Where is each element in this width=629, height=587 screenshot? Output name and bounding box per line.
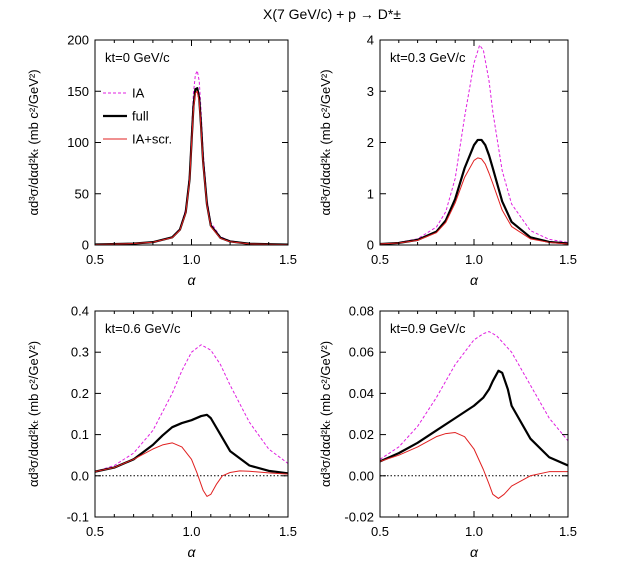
x-axis-title: α (470, 272, 479, 288)
panel-label: kt=0 GeV/c (105, 50, 170, 65)
y-tick-label: 0.1 (71, 427, 89, 442)
y-tick-label: 0.2 (71, 386, 89, 401)
x-tick-label: 1.0 (465, 524, 483, 539)
panel-2: 0.5 1.0 1.5 0 1 2 3 4 α αd³σ/dαd²kₜ (mb c²/GeV²) k… (318, 33, 577, 289)
x-tick-label: 0.5 (86, 524, 104, 539)
series-line-ia-scr (380, 432, 568, 499)
x-axis-title: α (188, 544, 197, 560)
y-tick-label: 0.4 (71, 304, 89, 319)
x-tick-label: 0.5 (371, 524, 389, 539)
series-line-full (380, 369, 568, 467)
x-tick-label: 0.5 (371, 252, 389, 267)
y-axis-title: αd³σ/dαd²kₜ (mb c²/GeV²) (26, 341, 41, 487)
series-line-ia-scr (95, 90, 288, 245)
series-line-ia (95, 344, 288, 473)
x-tick-label: 1.0 (465, 252, 483, 267)
panel-label: kt=0.6 GeV/c (105, 321, 181, 336)
panel-1: 0.5 1.0 1.5 0 50 100 150 200 α αd³σ/dαd²kₜ (mb c²… (26, 33, 297, 289)
x-tick-label: 0.5 (86, 252, 104, 267)
panel-label: kt=0.3 GeV/c (390, 50, 466, 65)
x-axis-title: α (188, 272, 197, 288)
y-tick-label: 0.08 (349, 304, 374, 319)
y-tick-label: 150 (67, 84, 89, 99)
legend: IA full IA+scr. (103, 86, 172, 147)
figure-title: X(7 GeV/c) + p → D*± (263, 6, 401, 22)
y-axis-title: αd³σ/dαd²kₜ (mb c²/GeV²) (318, 69, 333, 215)
series-line-ia (380, 44, 568, 245)
y-tick-label: 0.04 (349, 386, 374, 401)
series-line-full (380, 138, 568, 245)
x-tick-label: 1.0 (182, 524, 200, 539)
legend-label: full (132, 109, 149, 124)
y-tick-label: 0 (367, 238, 374, 253)
panel-label: kt=0.9 GeV/c (390, 321, 466, 336)
y-axis-title: αd³σ/dαd²kₜ (mb c²/GeV²) (318, 341, 333, 487)
y-tick-label: 0.00 (349, 468, 374, 483)
y-tick-label: 3 (367, 84, 374, 99)
series-line-ia-scr (380, 157, 568, 245)
x-tick-label: 1.5 (279, 252, 297, 267)
y-axis-title: αd³σ/dαd²kₜ (mb c²/GeV²) (26, 69, 41, 215)
legend-label: IA+scr. (132, 132, 172, 147)
y-tick-label: 0 (82, 238, 89, 253)
series-line-ia (380, 331, 568, 460)
x-axis-title: α (470, 544, 479, 560)
series-line-full (95, 87, 288, 245)
plot-frame (379, 39, 569, 246)
panel-4: 0.5 1.0 1.5 -0.02 0.00 0.02 0.04 0.06 0.08 α αd³σ/… (318, 304, 577, 561)
plot-frame (94, 310, 289, 518)
x-tick-label: 1.5 (279, 524, 297, 539)
y-tick-label: -0.02 (344, 510, 374, 525)
y-tick-label: 100 (67, 135, 89, 150)
y-tick-label: -0.1 (67, 510, 89, 525)
series-line-ia-scr (95, 442, 288, 497)
y-tick-label: 200 (67, 33, 89, 48)
y-tick-label: 0.0 (71, 468, 89, 483)
y-tick-label: 0.3 (71, 345, 89, 360)
legend-label: IA (132, 86, 145, 101)
y-tick-label: 50 (75, 186, 89, 201)
x-tick-label: 1.0 (182, 252, 200, 267)
x-tick-label: 1.5 (559, 524, 577, 539)
x-tick-label: 1.5 (559, 252, 577, 267)
y-tick-label: 0.02 (349, 427, 374, 442)
y-tick-label: 0.06 (349, 345, 374, 360)
panel-3: 0.5 1.0 1.5 -0.1 0.0 0.1 0.2 0.3 0.4 α αd³σ/dαd²kₜ… (26, 304, 297, 561)
y-tick-label: 4 (367, 33, 374, 48)
y-tick-label: 2 (367, 135, 374, 150)
y-tick-label: 1 (367, 186, 374, 201)
plot-frame (379, 310, 569, 518)
series-line-full (95, 413, 288, 475)
